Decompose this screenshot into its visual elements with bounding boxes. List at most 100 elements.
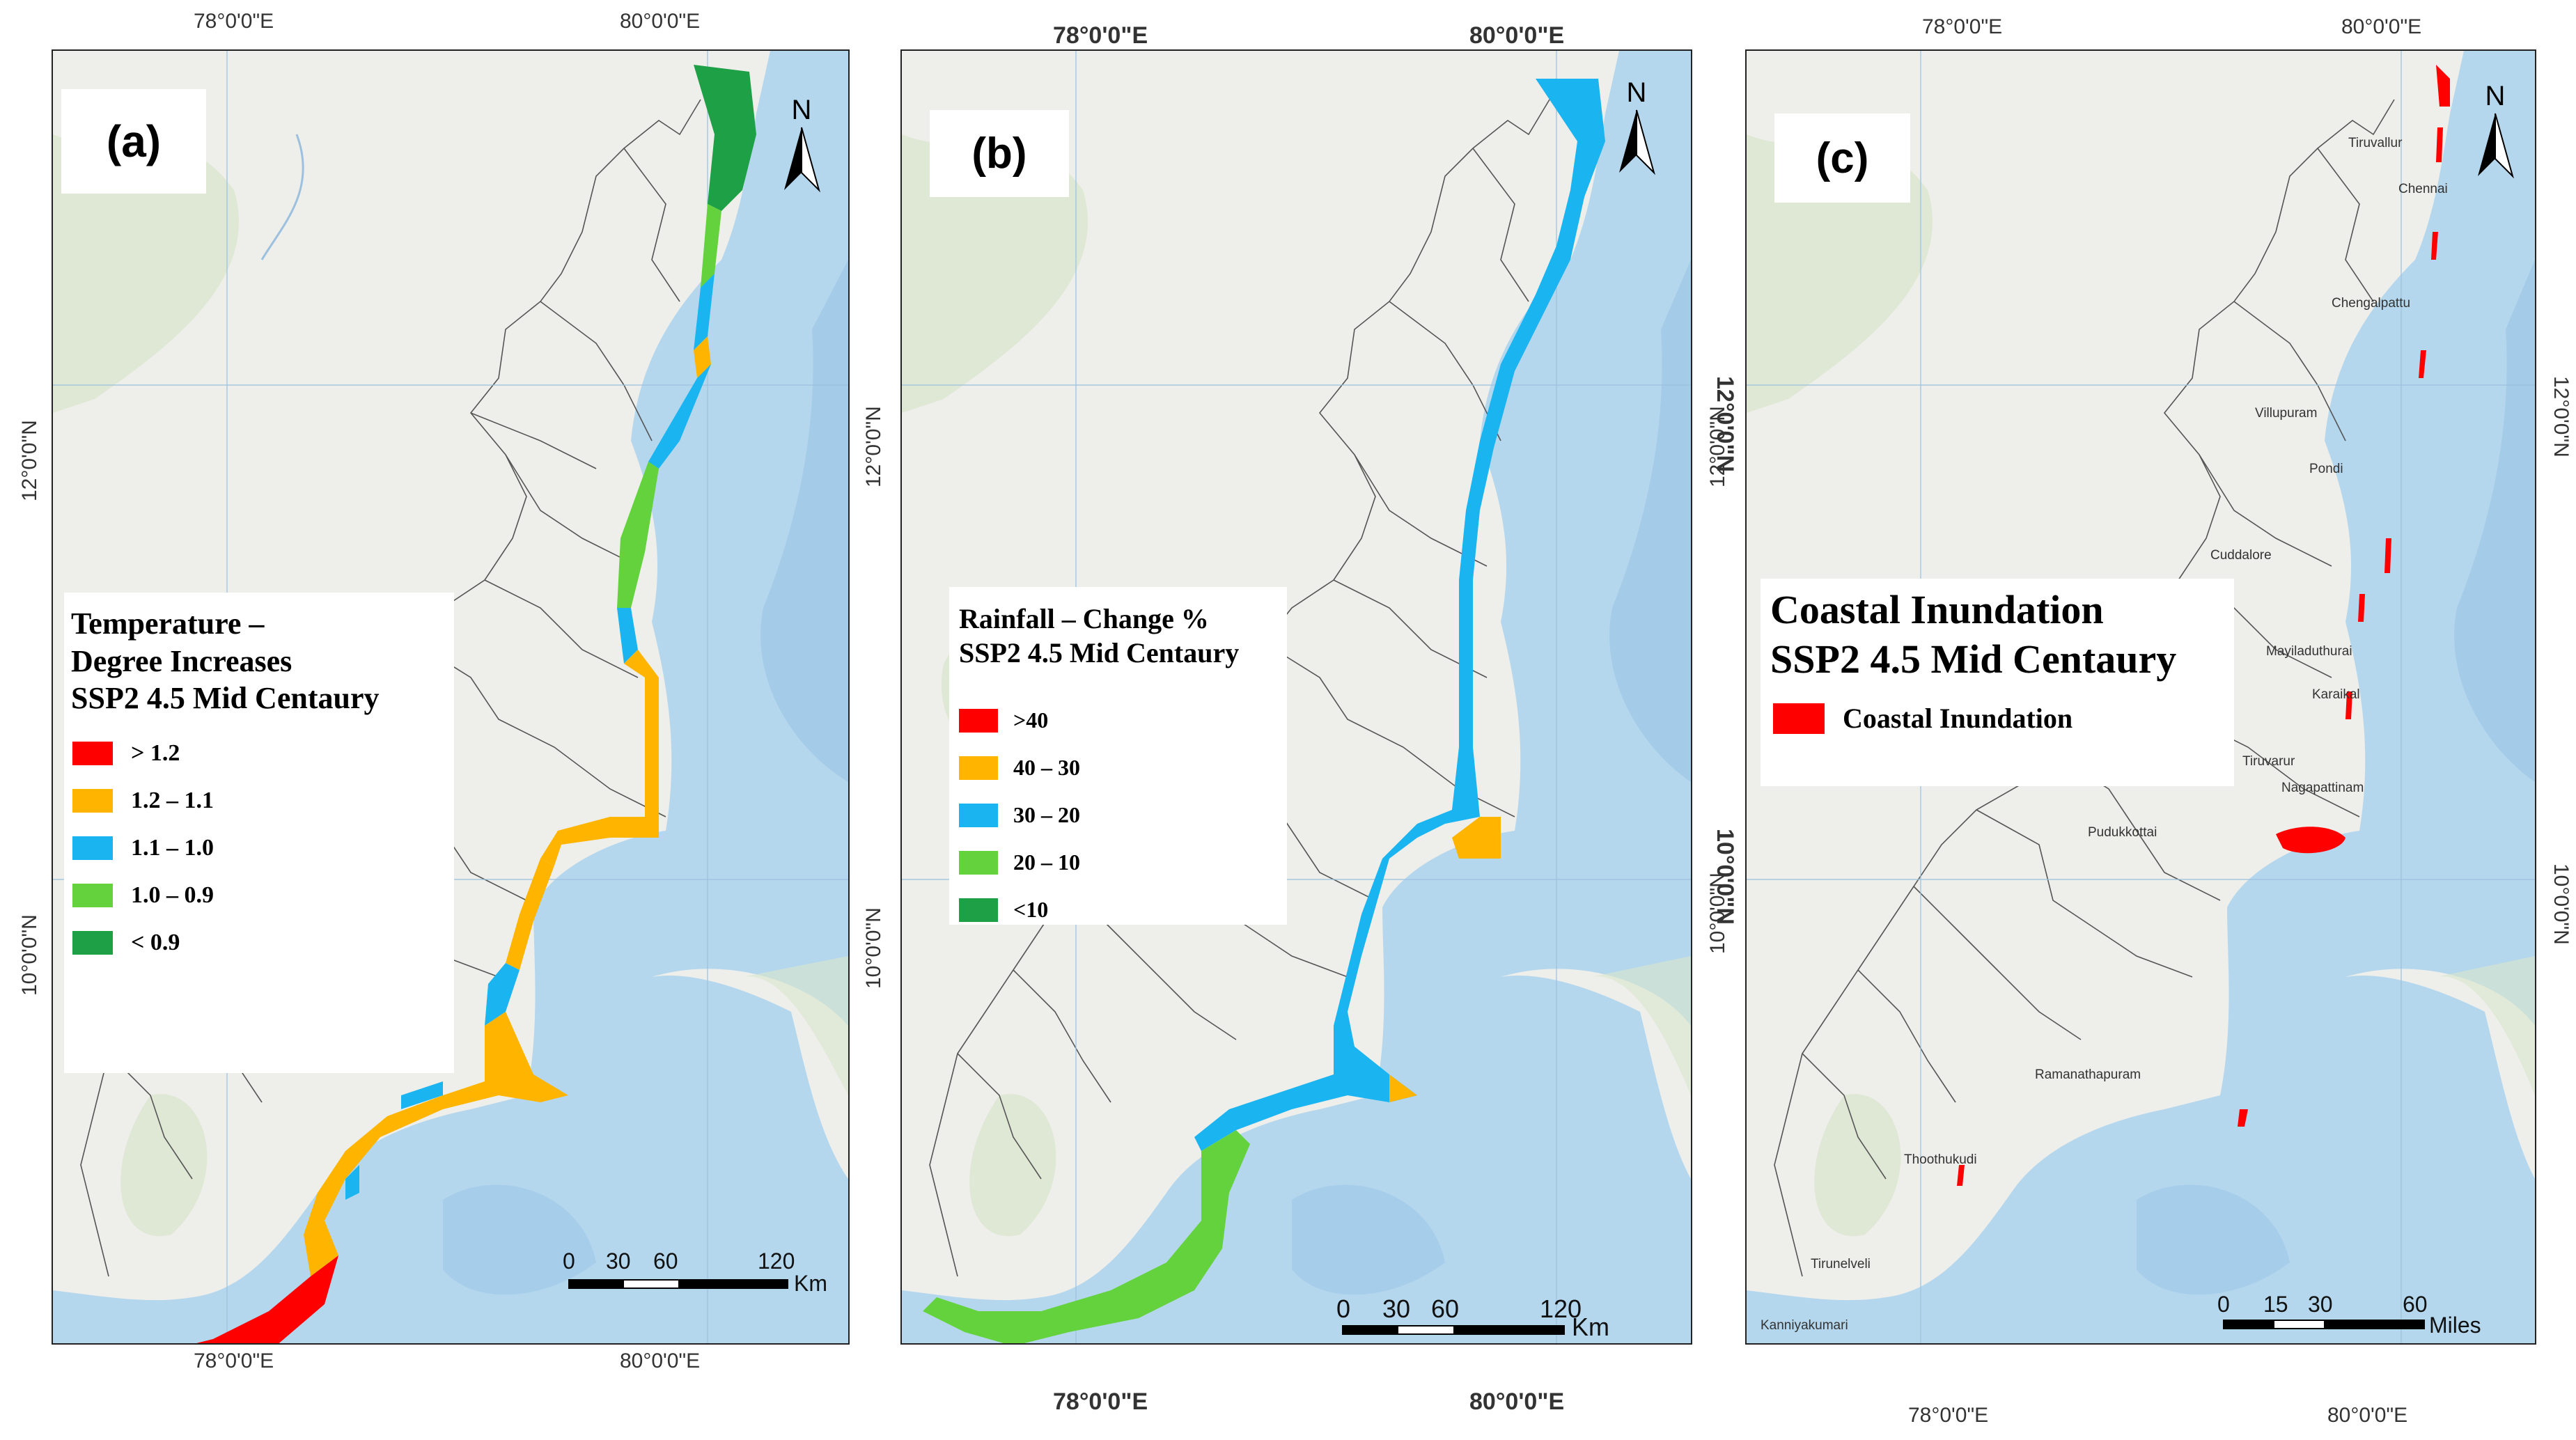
lon-label-bottom: 78°0'0"E [1908, 1404, 1989, 1427]
legend-title-line-2: SSP2 4.5 Mid Centaury [1770, 636, 2177, 682]
town-label: Mayiladuthurai [2266, 644, 2352, 659]
town-label: Chengalpattu [2332, 296, 2411, 311]
panel-c-frame: (c) N Tiruvallur Chennai Chengalpattu Vi… [1745, 49, 2536, 1345]
scale-bar-c: 0 15 30 60 Miles [2217, 1292, 2515, 1343]
legend-label: <10 [1013, 897, 1049, 923]
legend-swatch [72, 742, 113, 766]
legend-swatch [72, 789, 113, 813]
north-arrow-a: N [777, 93, 826, 197]
scale-bar-graphic [2223, 1320, 2425, 1329]
legend-title-line-1: Rainfall – Change % [959, 603, 1209, 634]
legend-item: > 1.2 [72, 730, 454, 777]
panel-a-frame: (a) N Temperature – Degree Increases SSP… [52, 49, 850, 1345]
town-label: Thoothukudi [1904, 1152, 1977, 1167]
scale-tick: 30 [2308, 1292, 2333, 1317]
legend-item: 1.1 – 1.0 [72, 824, 454, 872]
panel-b-frame: (b) N Rainfall – Change % SSP2 4.5 Mid C… [900, 49, 1692, 1345]
north-arrow-icon: N [2478, 81, 2514, 179]
scale-tick: 30 [606, 1249, 631, 1274]
scale-tick: 15 [2263, 1292, 2288, 1317]
scale-unit: Km [794, 1271, 827, 1296]
lon-label-top: 80°0'0"E [620, 10, 701, 33]
lon-label-top: 78°0'0"E [1053, 22, 1148, 49]
legend-label: >40 [1013, 707, 1049, 733]
north-arrow-icon: N [784, 95, 820, 193]
lon-label-bottom: 80°0'0"E [620, 1349, 701, 1372]
legend-swatch [959, 898, 998, 922]
legend-label: Coastal Inundation [1843, 703, 2073, 734]
town-label: Nagapattinam [2281, 781, 2364, 795]
svg-text:N: N [792, 95, 812, 125]
legend-title-line-2: SSP2 4.5 Mid Centaury [959, 636, 1240, 668]
lon-label-top: 78°0'0"E [194, 10, 274, 33]
lon-label-bottom: 80°0'0"E [2327, 1404, 2408, 1427]
lon-label-top: 80°0'0"E [2341, 15, 2422, 38]
lat-label-right: 10°0'0"N [2550, 863, 2573, 945]
lat-label-left: 12°0'0"N [862, 406, 885, 487]
legend-swatch [1773, 703, 1825, 734]
scale-tick: 0 [2217, 1292, 2230, 1317]
inundation-patches [1957, 65, 2450, 1186]
legend-title-line-3: SSP2 4.5 Mid Centaury [71, 681, 380, 716]
legend-label: 1.0 – 0.9 [131, 882, 214, 909]
north-arrow-b: N [1612, 75, 1661, 180]
lat-label-right: 12°0'0"N [2550, 376, 2573, 457]
legend-temperature: Temperature – Degree Increases SSP2 4.5 … [64, 593, 454, 1073]
town-label: Karaikal [2312, 687, 2360, 702]
legend-swatch [72, 836, 113, 861]
legend-title-line-1: Coastal Inundation [1770, 587, 2104, 632]
legend-swatch [72, 884, 113, 908]
scale-tick: 120 [758, 1249, 795, 1274]
legend-label: 1.2 – 1.1 [131, 788, 214, 814]
town-label: Tirunelveli [1811, 1257, 1871, 1271]
lon-label-bottom: 80°0'0"E [1469, 1388, 1565, 1415]
scale-bar-b: 0 30 60 120 Km [1336, 1294, 1621, 1343]
panel-b-tag: (b) [930, 110, 1069, 197]
legend-label: 1.1 – 1.0 [131, 835, 214, 861]
town-label: Ramanathapuram [2035, 1067, 2141, 1082]
lat-label-left: 12°0'0"N [1706, 406, 1729, 487]
town-label: Pondi [2309, 462, 2343, 476]
legend-swatch [959, 803, 998, 827]
legend-title-line-2: Degree Increases [71, 643, 292, 678]
legend-item: 40 – 30 [959, 744, 1287, 792]
town-label: Villupuram [2255, 406, 2318, 421]
legend-label: < 0.9 [131, 930, 180, 956]
scale-tick: 0 [1336, 1294, 1351, 1323]
lat-label-left: 10°0'0"N [862, 907, 885, 989]
scale-bar-a: 0 30 60 120 Km [563, 1249, 847, 1311]
scale-unit: Miles [2429, 1313, 2481, 1338]
legend-item: 30 – 20 [959, 792, 1287, 839]
north-arrow-c: N [2471, 79, 2520, 183]
scale-tick: 0 [563, 1249, 575, 1274]
legend-item: 1.0 – 0.9 [72, 872, 454, 919]
lat-label-left: 12°0'0"N [18, 420, 41, 501]
legend-label: > 1.2 [131, 740, 180, 767]
coastal-band-temperature [196, 65, 756, 1343]
scale-bar-graphic [568, 1279, 788, 1289]
lon-label-top: 80°0'0"E [1469, 22, 1565, 49]
scale-unit: Km [1572, 1313, 1609, 1341]
scale-tick: 120 [1540, 1294, 1582, 1323]
coastal-band-rainfall [923, 79, 1605, 1343]
legend-swatch [959, 756, 998, 780]
legend-swatch [72, 931, 113, 955]
legend-swatch [959, 708, 998, 733]
scale-tick: 60 [1431, 1294, 1460, 1323]
legend-item: 20 – 10 [959, 839, 1287, 886]
legend-inundation: Coastal Inundation SSP2 4.5 Mid Centaury… [1761, 579, 2234, 786]
lon-label-bottom: 78°0'0"E [194, 1349, 274, 1372]
legend-item: < 0.9 [72, 919, 454, 966]
scale-tick: 60 [653, 1249, 678, 1274]
town-label: Cuddalore [2210, 548, 2272, 563]
legend-label: 20 – 10 [1013, 850, 1080, 875]
town-label: Tiruvarur [2242, 754, 2295, 769]
scale-tick: 60 [2403, 1292, 2428, 1317]
town-label: Chennai [2398, 182, 2448, 196]
north-arrow-icon: N [1619, 77, 1655, 175]
legend-label: 30 – 20 [1013, 802, 1080, 828]
legend-item: >40 [959, 697, 1287, 744]
panel-c-tag: (c) [1774, 114, 1910, 203]
legend-swatch [959, 850, 998, 875]
svg-text:N: N [1627, 77, 1647, 108]
